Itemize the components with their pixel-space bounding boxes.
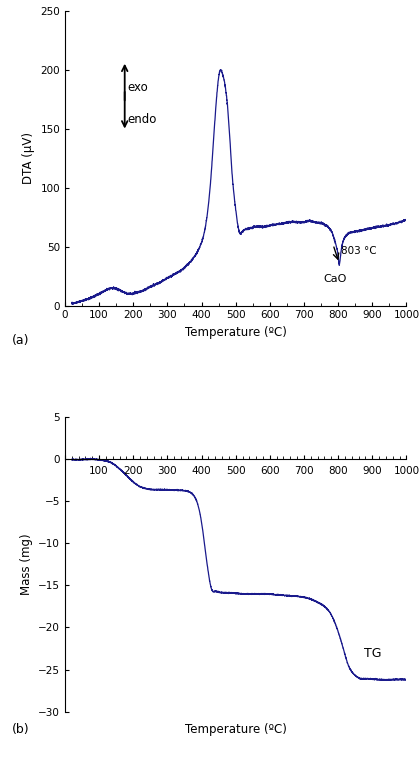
Text: 700: 700	[294, 466, 314, 476]
Text: (a): (a)	[12, 333, 29, 346]
Text: 800: 800	[328, 466, 348, 476]
Text: 803 °C: 803 °C	[341, 246, 377, 256]
Y-axis label: Mass (mg): Mass (mg)	[20, 533, 33, 595]
Text: 1000: 1000	[393, 466, 419, 476]
Text: 200: 200	[124, 466, 143, 476]
Text: endo: endo	[127, 113, 157, 126]
Text: CaO: CaO	[323, 274, 347, 284]
Text: (b): (b)	[12, 723, 30, 737]
Y-axis label: DTA (μV): DTA (μV)	[22, 132, 35, 184]
Text: 500: 500	[226, 466, 246, 476]
Text: TG: TG	[364, 647, 381, 660]
Text: 300: 300	[158, 466, 177, 476]
Text: 100: 100	[89, 466, 109, 476]
Text: 900: 900	[362, 466, 382, 476]
Text: exo: exo	[127, 81, 148, 94]
Text: 600: 600	[260, 466, 279, 476]
Text: 400: 400	[192, 466, 211, 476]
X-axis label: Temperature (ºC): Temperature (ºC)	[185, 326, 287, 339]
X-axis label: Temperature (ºC): Temperature (ºC)	[185, 723, 287, 737]
